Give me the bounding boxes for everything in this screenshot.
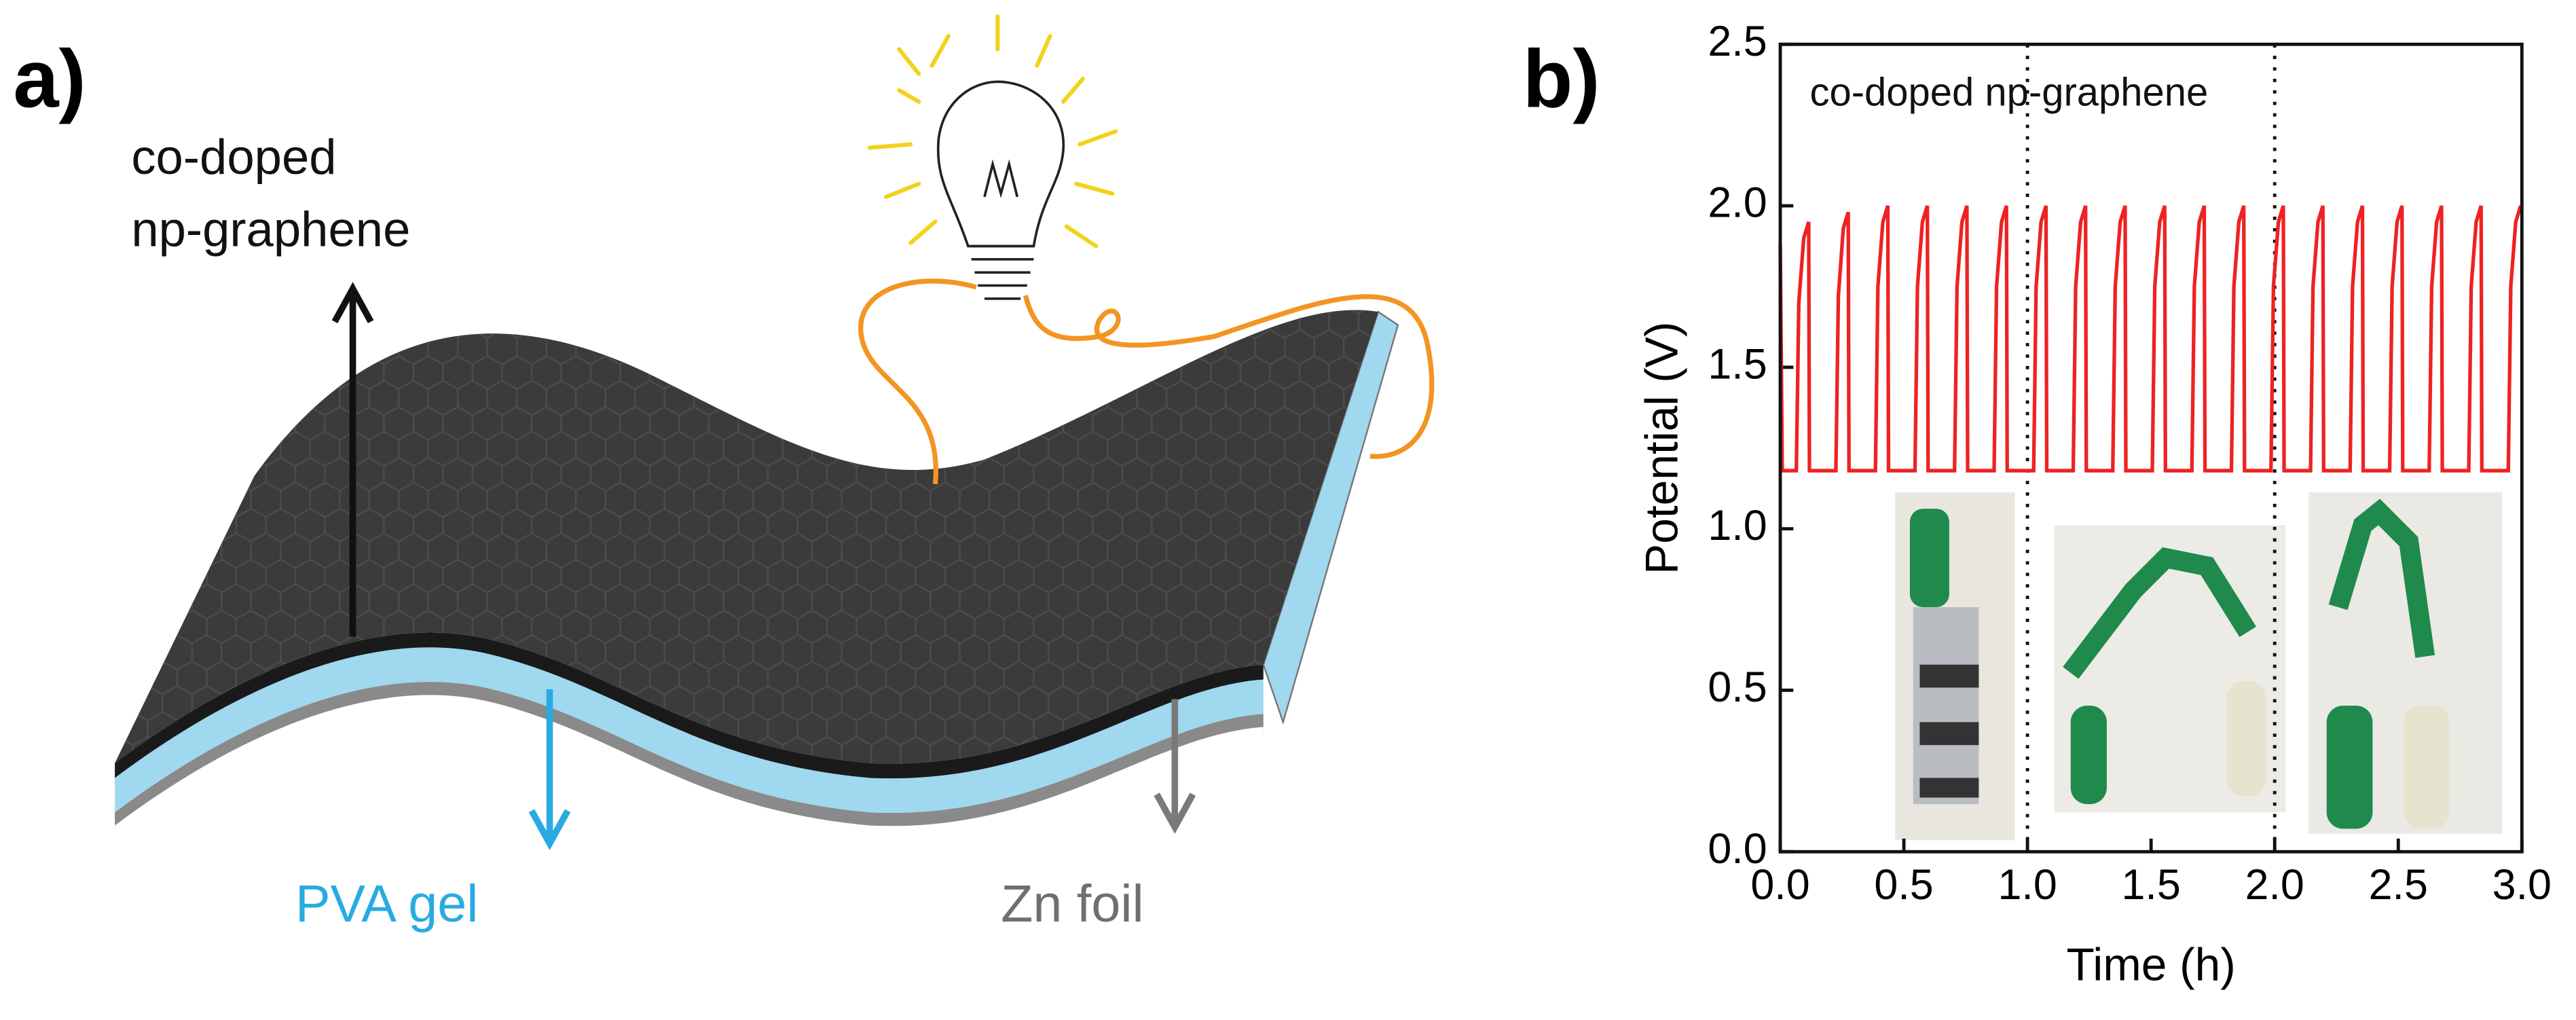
layer-label: co-doped [131, 130, 336, 185]
graphene-pattern [115, 310, 1378, 764]
x-tick-label: 2.5 [2369, 861, 2428, 909]
figure-root: a) co-doped np-graphene PVA gel Zn foil … [13, 14, 2552, 991]
plot-frame [1778, 42, 2524, 854]
wire [858, 278, 1435, 485]
y-axis-label: Potential (V) [1637, 322, 1688, 575]
y-tick-label: 1.5 [1708, 340, 1767, 388]
layer-label: Zn foil [1001, 875, 1144, 933]
plot-area: 0.0 0.5 1.0 1.5 2.0 2.5 0.0 0.5 1.0 1.5 2.0 2.5 3.0 [1708, 18, 2552, 909]
x-tick-label: 0.5 [1874, 861, 1933, 909]
x-tick-label: 1.5 [2121, 861, 2180, 909]
y-tick-label: 0.5 [1708, 663, 1767, 711]
data-line [1778, 205, 2523, 473]
device-sheet [115, 310, 1399, 836]
annotation: co-doped np-graphene [1810, 71, 2209, 114]
light-bulb [936, 80, 1065, 300]
y-tick-label: 2.0 [1708, 179, 1767, 227]
x-tick-label: 2.0 [2245, 861, 2304, 909]
x-tick-label: 1.0 [1998, 861, 2057, 909]
x-tick-label: 3.0 [2492, 861, 2552, 909]
y-tick-label: 1.0 [1708, 502, 1767, 549]
panel-label: a) [13, 33, 86, 125]
y-tick-label: 0.0 [1708, 825, 1767, 873]
gel-layer [115, 645, 1264, 813]
layer-label: PVA gel [295, 875, 478, 933]
y-tick-label: 2.5 [1708, 18, 1767, 65]
light-rays [867, 14, 1118, 249]
photo-insets [1895, 492, 2503, 841]
panel-label: b) [1523, 33, 1600, 125]
layer-label: np-graphene [131, 202, 410, 257]
x-axis-label: Time (h) [2066, 940, 2235, 991]
x-tick-label: 0.0 [1750, 861, 1809, 909]
arrows [331, 282, 1196, 851]
